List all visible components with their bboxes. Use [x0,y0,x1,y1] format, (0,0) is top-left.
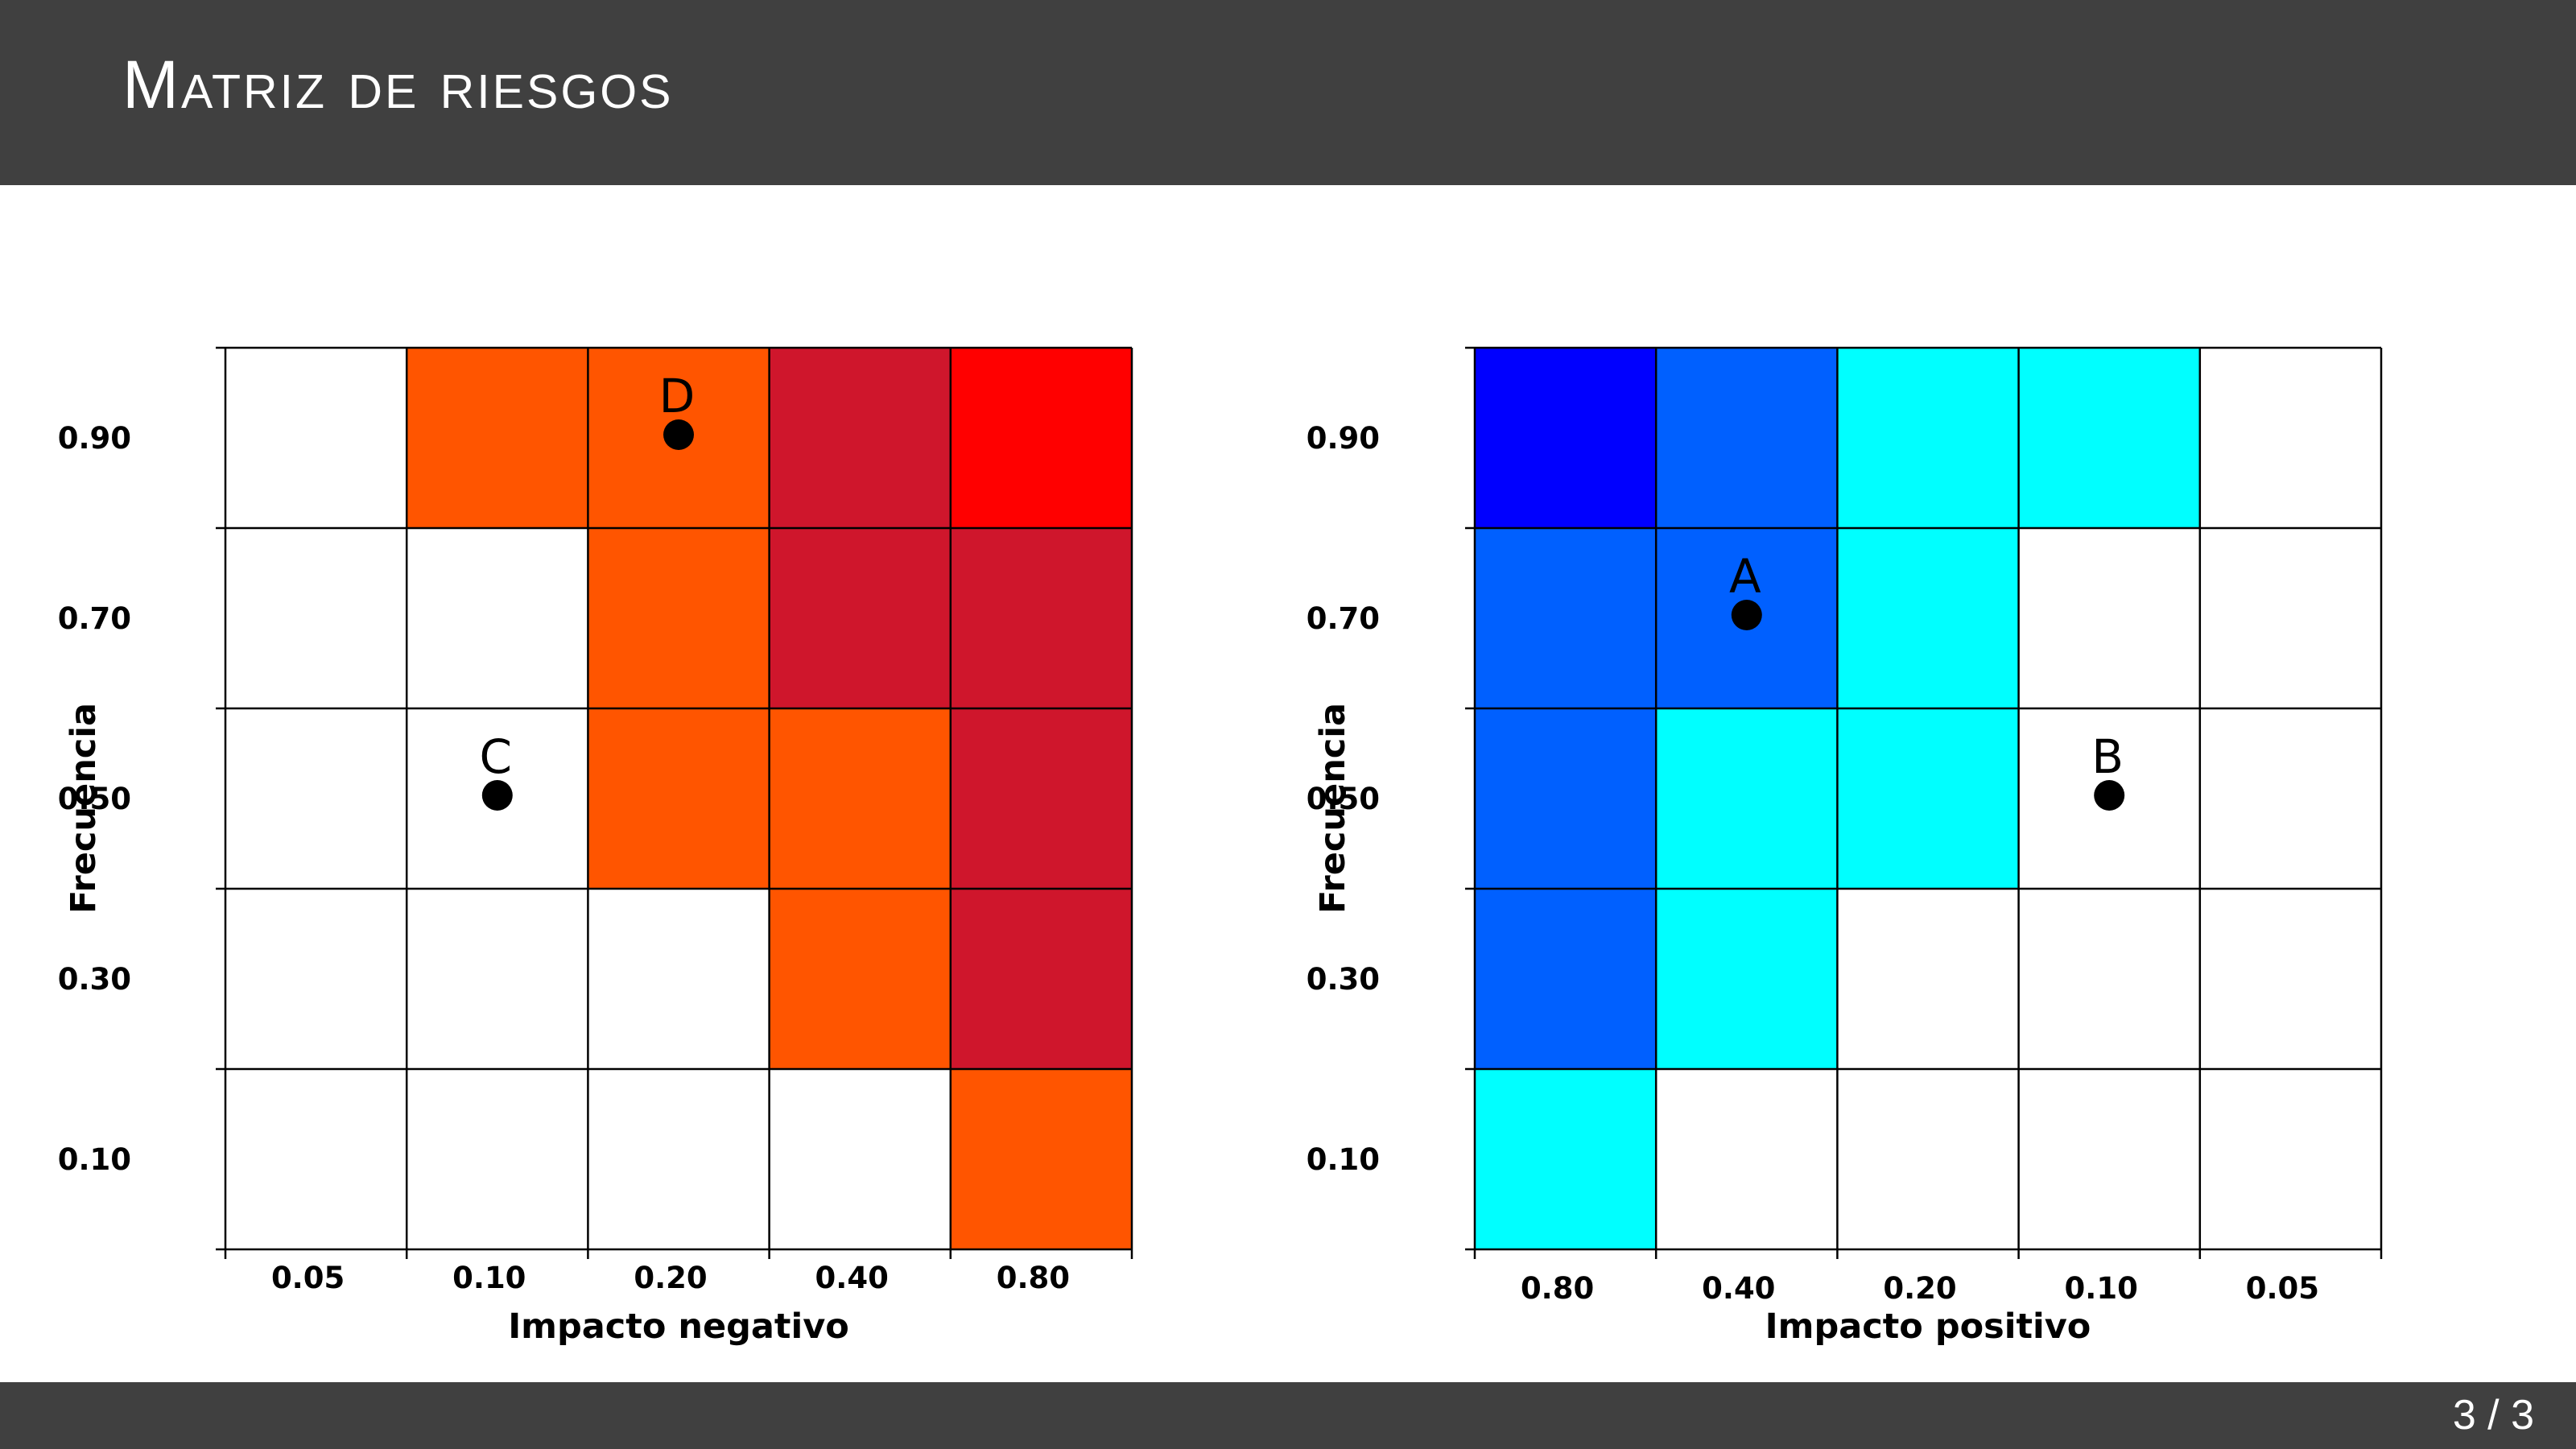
matrix-cell [2018,348,2200,528]
x-tick-label: 0.80 [1521,1271,1594,1306]
x-tick-label: 0.20 [1883,1271,1956,1306]
matrix-cell [2018,528,2200,708]
y-tick-label: 0.90 [58,421,131,456]
matrix-cell [2199,708,2381,889]
x-axis-label: Impacto negativo [508,1307,849,1347]
x-tick-label: 0.80 [997,1261,1070,1295]
matrix-cell [225,708,407,889]
matrix-cell [2199,1069,2381,1249]
matrix-cell [1475,889,1657,1069]
y-axis-label: Frecuencia [64,703,104,914]
matrix-cell [769,1069,951,1249]
matrix-cell [407,528,588,708]
matrix-cell [1837,889,2019,1069]
y-tick-label: 0.90 [1307,421,1380,456]
matrix-cell [950,1069,1132,1249]
x-tick-label: 0.40 [815,1261,889,1295]
x-tick-label: 0.40 [1702,1271,1775,1306]
matrix-cell [588,889,770,1069]
matrix-cell [2199,528,2381,708]
matrix-cell [407,889,588,1069]
matrix-cell [2199,889,2381,1069]
matrix-cell [2018,1069,2200,1249]
matrix-cell [1837,708,2019,889]
matrix-cell [950,348,1132,528]
matrix-cell [225,889,407,1069]
matrix-cell [2199,348,2381,528]
slide-footer: 3 / 3 [0,1382,2576,1449]
page-number: 3 / 3 [2452,1392,2534,1439]
matrix-cell [588,708,770,889]
risk-point-label: D [659,369,696,423]
risk-point-marker [1731,600,1762,630]
slide-title: Matriz de riesgos [122,47,674,122]
matrix-cell [950,708,1132,889]
matrix-cell [769,528,951,708]
y-tick-label: 0.10 [58,1142,131,1177]
matrix-cell [1656,889,1838,1069]
matrix-cell [1475,528,1657,708]
y-tick-label: 0.70 [58,601,131,636]
x-tick-label: 0.05 [2246,1271,2319,1306]
risk-point-marker [481,780,513,811]
matrix-cell [769,348,951,528]
x-tick-label: 0.05 [271,1261,345,1295]
matrix-cell [1837,528,2019,708]
matrix-cell [225,528,407,708]
y-tick-label: 0.70 [1307,601,1380,636]
x-axis-label: Impacto positivo [1765,1307,2091,1347]
x-tick-label: 0.20 [634,1261,707,1295]
risk-point-marker [2094,780,2125,811]
y-tick-label: 0.30 [58,962,131,997]
matrix-cell [1837,1069,2019,1249]
matrix-cell [588,528,770,708]
negative-impact-matrix: 0.05 0.10 0.20 0.40 0.80 0.10 0.30 0.50 0.70 0.90… [58,346,1133,1347]
matrix-cell [1656,1069,1838,1249]
slide-header: Matriz de riesgos [0,0,2576,185]
matrix-cell [769,708,951,889]
matrix-cell [225,1069,407,1249]
x-tick-label: 0.10 [2065,1271,2138,1306]
risk-point-label: C [480,729,513,784]
matrix-cell [1656,348,1838,528]
x-tick-label: 0.10 [452,1261,526,1295]
y-tick-label: 0.50 [1307,782,1380,816]
risk-point-label: A [1729,549,1761,604]
y-axis-label: Frecuencia [1313,703,1353,914]
matrix-cell [950,889,1132,1069]
matrix-cell [407,1069,588,1249]
y-tick-label: 0.10 [1307,1142,1380,1177]
matrix-cell [1475,348,1657,528]
matrix-cell [1475,1069,1657,1249]
matrix-cell [769,889,951,1069]
risk-point-marker [663,419,694,450]
positive-impact-matrix: 0.80 0.40 0.20 0.10 0.05 0.10 0.30 0.50 0.70 0.90… [1307,346,2383,1347]
matrix-cell [2018,889,2200,1069]
matrix-cell [1656,708,1838,889]
y-tick-label: 0.50 [58,782,131,816]
matrix-cell [225,348,407,528]
y-tick-label: 0.30 [1307,962,1380,997]
matrix-cell [588,1069,770,1249]
matrix-cell [1837,348,2019,528]
matrix-cell [950,528,1132,708]
risk-point-label: B [2091,729,2124,784]
matrix-cell [407,348,588,528]
matrix-cell [1475,708,1657,889]
